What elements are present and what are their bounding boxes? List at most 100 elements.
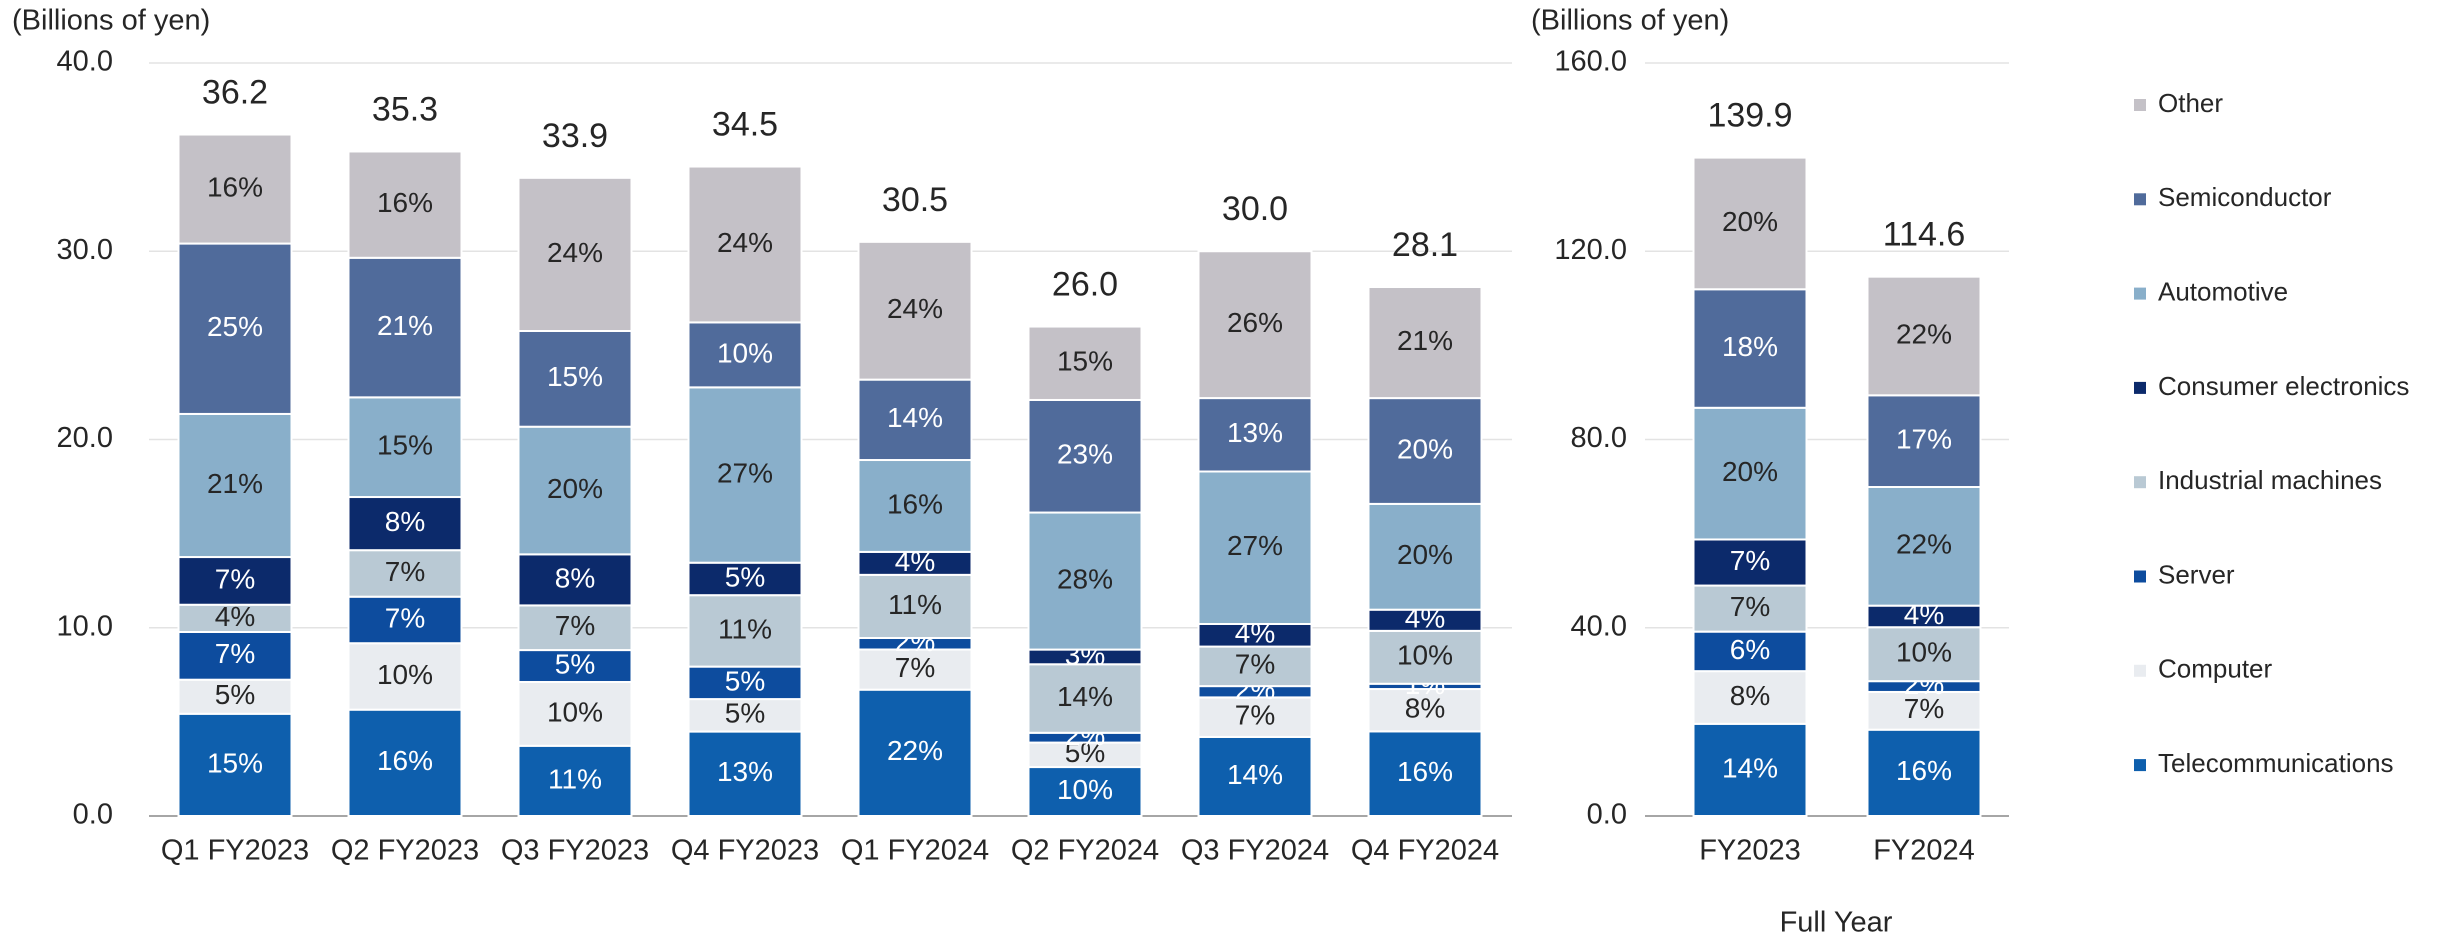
y-axis-label: (Billions of yen) — [12, 5, 210, 37]
data-label: 21% — [377, 310, 433, 341]
bar-segment — [687, 698, 803, 733]
bar-segment — [1866, 275, 1982, 397]
data-label: 16% — [1896, 755, 1952, 786]
data-label: 16% — [887, 488, 943, 519]
total-label: 114.6 — [1883, 216, 1966, 254]
bar-segment — [517, 604, 633, 652]
data-label: 10% — [1896, 637, 1952, 668]
data-label: 20% — [1397, 539, 1453, 570]
data-label: 13% — [1227, 417, 1283, 448]
legend-swatch — [2134, 759, 2146, 772]
data-label: 20% — [1722, 456, 1778, 487]
bar-segment — [1027, 398, 1143, 514]
x-tick-label: Q1 FY2023 — [161, 835, 309, 867]
data-label: 15% — [547, 361, 603, 392]
total-label: 36.2 — [202, 74, 268, 112]
data-label: 5% — [725, 665, 765, 696]
y-tick-label: 80.0 — [1571, 422, 1627, 454]
data-label: 6% — [1730, 634, 1770, 665]
data-label: 25% — [207, 311, 263, 342]
bar-segment — [1692, 670, 1808, 725]
data-label: 14% — [1057, 681, 1113, 712]
legend-swatch — [2134, 381, 2146, 394]
data-label: 10% — [377, 659, 433, 690]
data-label: 4% — [215, 601, 255, 632]
data-label: 15% — [207, 747, 263, 778]
x-tick-label: Q2 FY2023 — [331, 835, 479, 867]
total-label: 35.3 — [372, 90, 438, 128]
data-label: 13% — [717, 756, 773, 787]
bar-segment — [1197, 470, 1313, 625]
data-label: 7% — [385, 556, 425, 587]
bar-segment — [177, 133, 293, 245]
bar-segment — [1866, 728, 1982, 817]
data-label: 8% — [1730, 680, 1770, 711]
data-label: 10% — [717, 337, 773, 368]
total-label: 30.0 — [1222, 190, 1288, 228]
data-label: 16% — [207, 171, 263, 202]
legend-label: Consumer electronics — [2158, 371, 2409, 401]
data-label: 14% — [887, 402, 943, 433]
bar-segment — [347, 642, 463, 711]
legend-label: Semiconductor — [2158, 182, 2332, 212]
legend-label: Server — [2158, 559, 2235, 589]
bar-segment — [347, 549, 463, 598]
data-label: 24% — [717, 227, 773, 258]
legend-swatch — [2134, 664, 2146, 677]
data-label: 11% — [718, 613, 772, 644]
legend-swatch — [2134, 193, 2146, 206]
data-label: 26% — [1227, 307, 1283, 338]
y-tick-label: 160.0 — [1554, 46, 1627, 78]
bar-segment — [687, 386, 803, 564]
bar-segment — [1197, 250, 1313, 400]
legend-label: Computer — [2158, 654, 2272, 684]
x-tick-label: Q2 FY2024 — [1011, 835, 1159, 867]
data-label: 14% — [1227, 759, 1283, 790]
data-label: 15% — [377, 430, 433, 461]
data-label: 7% — [1904, 693, 1944, 724]
bar-segment — [1692, 538, 1808, 587]
bar-segment — [177, 712, 293, 818]
data-label: 7% — [215, 563, 255, 594]
y-tick-label: 20.0 — [57, 422, 113, 454]
data-label: 10% — [1397, 640, 1453, 671]
x-tick-label: Q3 FY2023 — [501, 835, 649, 867]
bar-segment — [1866, 394, 1982, 489]
y-axis-label: (Billions of yen) — [1531, 5, 1729, 37]
data-label: 17% — [1896, 424, 1952, 455]
data-label: 7% — [1730, 591, 1770, 622]
bar-segment — [687, 730, 803, 818]
bar-segment — [347, 708, 463, 817]
legend-label: Industrial machines — [2158, 465, 2382, 495]
x-tick-label: Q3 FY2024 — [1181, 835, 1329, 867]
x-tick-label: Q1 FY2024 — [841, 835, 989, 867]
bar-segment — [857, 378, 973, 462]
data-label: 7% — [1730, 545, 1770, 576]
bar-segment — [1367, 688, 1483, 733]
data-label: 22% — [1896, 318, 1952, 349]
bar-segment — [857, 459, 973, 553]
y-tick-label: 30.0 — [57, 234, 113, 266]
total-label: 26.0 — [1052, 266, 1118, 304]
bar-segment — [517, 176, 633, 332]
x-axis-label: Full Year — [1780, 907, 1893, 939]
data-label: 21% — [207, 468, 263, 499]
bar-segment — [687, 561, 803, 597]
data-label: 24% — [887, 293, 943, 324]
bar-segment — [517, 744, 633, 817]
bar-segment — [1027, 325, 1143, 401]
bar-segment — [177, 678, 293, 715]
bar-segment — [857, 648, 973, 691]
data-label: 22% — [1896, 529, 1952, 560]
data-label: 18% — [1722, 331, 1778, 362]
y-tick-label: 0.0 — [1587, 799, 1627, 831]
bar-segment — [1866, 486, 1982, 607]
bar-segment — [517, 329, 633, 428]
legend-swatch — [2134, 570, 2146, 583]
data-label: 5% — [725, 561, 765, 592]
data-label: 11% — [548, 763, 602, 794]
bar-segment — [1367, 730, 1483, 817]
x-tick-label: Q4 FY2024 — [1351, 835, 1499, 867]
data-label: 23% — [1057, 439, 1113, 470]
bar-segment — [1367, 286, 1483, 400]
